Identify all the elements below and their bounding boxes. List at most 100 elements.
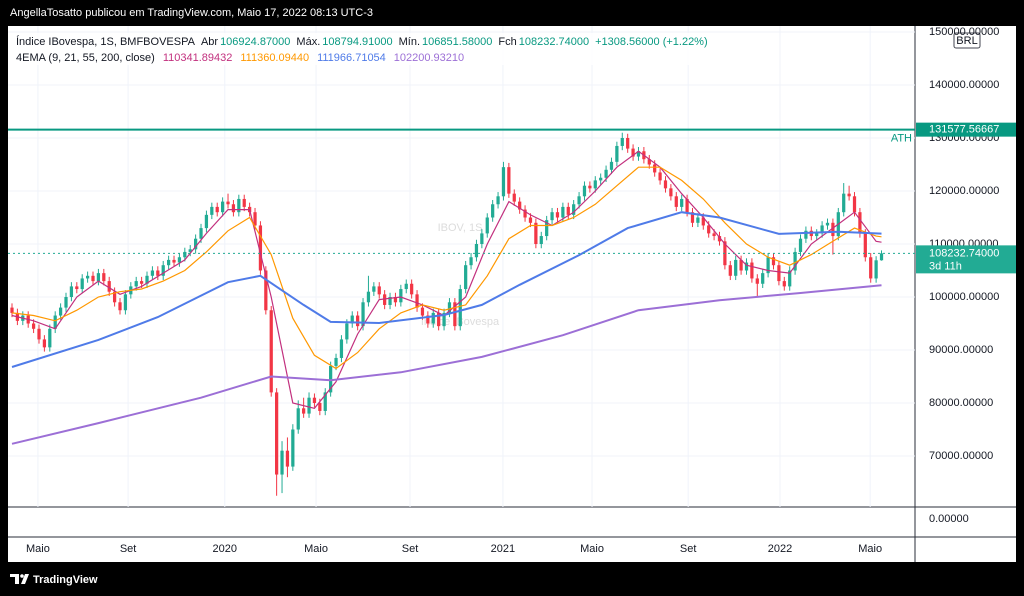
legend-bg	[12, 33, 772, 65]
candle-body	[707, 225, 711, 234]
candle-body	[393, 296, 398, 303]
candle-body	[804, 230, 808, 239]
indicator-value: 111966.71054	[317, 52, 386, 64]
candle-body	[334, 357, 338, 366]
candle-body	[37, 328, 41, 340]
candle-body	[464, 265, 468, 290]
candle-body	[696, 217, 700, 223]
candle-body	[188, 249, 192, 252]
chart-area	[8, 26, 1016, 562]
candle-body	[204, 214, 209, 229]
ema-line	[11, 211, 882, 368]
candle-body	[437, 312, 441, 327]
candle-body	[842, 193, 846, 213]
candle-body	[599, 177, 603, 181]
candle-body	[615, 145, 619, 162]
x-tick-label: Maio	[580, 543, 604, 555]
x-tick-label: 2022	[768, 543, 792, 555]
candle-body	[302, 408, 306, 414]
candle-body	[663, 180, 668, 189]
candle-body	[10, 307, 14, 313]
candle-body	[474, 243, 479, 258]
brand-logo	[10, 574, 29, 584]
candle-body	[453, 302, 457, 327]
currency-button[interactable]	[953, 32, 981, 49]
candle-body	[777, 265, 781, 282]
candle-body	[366, 291, 371, 303]
y-tick-label: 140000.00000	[929, 79, 999, 91]
candle-body	[42, 339, 47, 348]
candle-body	[447, 302, 452, 313]
candle-body	[237, 198, 241, 213]
candle-body	[728, 265, 732, 276]
candle-body	[534, 222, 538, 244]
candle-body	[874, 260, 878, 279]
candle-body	[690, 212, 695, 223]
candle-body	[80, 278, 84, 290]
x-tick-label: 2020	[213, 543, 237, 555]
candle-body	[280, 450, 284, 475]
candle-body	[593, 180, 597, 189]
candle-body	[518, 201, 522, 210]
candle-body	[58, 307, 63, 316]
candle-body	[377, 286, 381, 295]
candle-body	[480, 233, 484, 244]
candle-body	[242, 198, 246, 207]
ema-line	[11, 166, 882, 370]
candle-body	[782, 281, 786, 287]
candle-body	[766, 257, 770, 274]
candle-body	[161, 265, 165, 276]
y-tick-label: 70000.00000	[929, 450, 993, 462]
candle-body	[345, 323, 349, 340]
candle-body	[755, 278, 759, 284]
candle-body	[858, 212, 862, 234]
candle-body	[831, 222, 835, 237]
candle-body	[323, 392, 327, 411]
symbol: Índice IBovespa, 1S, BMFBOVESPA	[16, 35, 196, 48]
candle-body	[820, 225, 824, 234]
candle-body	[496, 196, 500, 205]
attribution: AngellaTosatto publicou em TradingView.c…	[10, 7, 373, 19]
candle-body	[636, 151, 641, 157]
y-tick-label: 100000.00000	[929, 291, 999, 303]
countdown: 3d 11h	[929, 260, 962, 272]
candle-body	[712, 233, 716, 237]
candle-body	[879, 253, 884, 261]
candle-body	[291, 429, 295, 467]
logo-icon	[10, 574, 29, 584]
candle-body	[85, 275, 90, 279]
candle-body	[555, 212, 560, 218]
candle-body	[491, 204, 495, 218]
last-price-tag	[916, 245, 1016, 274]
candle-body	[852, 196, 857, 213]
watermark: IBOV, 1S	[438, 222, 483, 234]
field-value: 106924.87000	[220, 36, 290, 48]
candle-body	[420, 307, 425, 316]
currency[interactable]: BRL	[956, 35, 977, 47]
candle-body	[194, 238, 198, 250]
candle-body	[685, 198, 689, 213]
candle-body	[285, 450, 290, 467]
candle-body	[199, 228, 203, 239]
candle-body	[275, 392, 279, 475]
field-label: Máx.	[296, 36, 320, 48]
candle-body	[96, 273, 101, 282]
brand: TradingView	[33, 574, 98, 586]
indicator-value: 111360.09440	[240, 52, 309, 64]
candle-body	[545, 220, 549, 237]
candle-body	[550, 212, 554, 221]
candle-body	[869, 257, 873, 279]
candle-body	[269, 310, 273, 393]
candle-body	[312, 397, 317, 403]
candle-body	[539, 236, 543, 244]
candle-body	[566, 206, 570, 215]
field-value: 108794.91000	[322, 36, 392, 48]
candle-body	[523, 209, 527, 218]
indicator-value: 102200.93210	[394, 52, 464, 64]
candle-body	[156, 270, 160, 276]
indicator-legend: 4EMA (9, 21, 55, 200, close) 110341.89432…	[16, 52, 464, 64]
candle-body	[701, 217, 705, 226]
candle-body	[166, 259, 171, 266]
candle-body	[620, 138, 624, 146]
